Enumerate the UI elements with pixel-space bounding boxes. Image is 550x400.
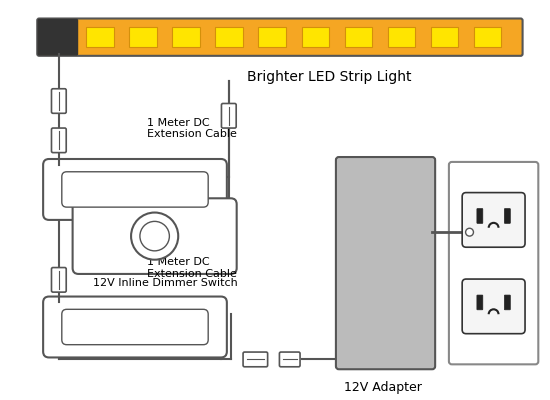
FancyBboxPatch shape — [37, 18, 522, 56]
FancyBboxPatch shape — [504, 209, 510, 223]
FancyBboxPatch shape — [462, 192, 525, 247]
FancyBboxPatch shape — [477, 295, 483, 310]
FancyBboxPatch shape — [173, 27, 200, 47]
FancyBboxPatch shape — [474, 27, 501, 47]
FancyBboxPatch shape — [222, 104, 236, 128]
FancyBboxPatch shape — [258, 27, 286, 47]
FancyBboxPatch shape — [43, 159, 227, 220]
Text: 1 Meter DC
Extension Cable: 1 Meter DC Extension Cable — [147, 118, 237, 139]
FancyBboxPatch shape — [52, 268, 66, 292]
FancyBboxPatch shape — [336, 157, 435, 369]
FancyBboxPatch shape — [73, 198, 236, 274]
Text: 12V Inline Dimmer Switch: 12V Inline Dimmer Switch — [94, 278, 238, 288]
Text: Brighter LED Strip Light: Brighter LED Strip Light — [247, 70, 411, 84]
FancyBboxPatch shape — [504, 295, 510, 310]
FancyBboxPatch shape — [129, 27, 157, 47]
FancyBboxPatch shape — [243, 352, 268, 367]
FancyBboxPatch shape — [52, 89, 66, 113]
FancyBboxPatch shape — [477, 209, 483, 223]
FancyBboxPatch shape — [62, 172, 208, 207]
FancyBboxPatch shape — [279, 352, 300, 367]
FancyBboxPatch shape — [449, 162, 538, 364]
FancyBboxPatch shape — [216, 27, 243, 47]
FancyBboxPatch shape — [38, 20, 78, 55]
Text: 1 Meter DC
Extension Cable: 1 Meter DC Extension Cable — [147, 257, 237, 279]
FancyBboxPatch shape — [344, 27, 372, 47]
FancyBboxPatch shape — [301, 27, 329, 47]
Text: 12V Adapter: 12V Adapter — [344, 381, 422, 394]
Circle shape — [131, 212, 178, 260]
FancyBboxPatch shape — [62, 309, 208, 345]
FancyBboxPatch shape — [52, 128, 66, 153]
FancyBboxPatch shape — [462, 279, 525, 334]
FancyBboxPatch shape — [86, 27, 114, 47]
FancyBboxPatch shape — [431, 27, 458, 47]
Circle shape — [140, 221, 169, 251]
Circle shape — [466, 228, 474, 236]
FancyBboxPatch shape — [388, 27, 415, 47]
FancyBboxPatch shape — [43, 296, 227, 358]
